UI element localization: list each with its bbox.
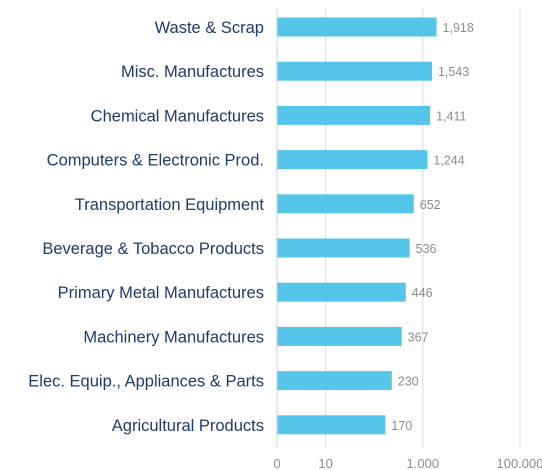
bar <box>277 150 428 170</box>
value-label: 536 <box>416 242 437 256</box>
value-label: 1,411 <box>436 109 466 123</box>
value-label: 170 <box>391 419 412 433</box>
category-labels: Waste & Scrap Misc. Manufactures Chemical … <box>28 19 264 435</box>
category-label: Beverage & Tobacco Products <box>42 240 264 258</box>
x-tick-label: 100.000 <box>497 456 542 470</box>
bars <box>277 17 437 435</box>
bar <box>277 371 392 391</box>
bar <box>277 282 406 302</box>
category-label: Transportation Equipment <box>75 196 265 214</box>
value-label: 1,244 <box>433 154 464 168</box>
category-label: Misc. Manufactures <box>121 63 264 81</box>
x-tick-label: 10 <box>318 456 332 470</box>
value-label: 652 <box>420 198 441 212</box>
category-label: Agricultural Products <box>112 417 264 435</box>
category-label: Waste & Scrap <box>155 19 264 37</box>
category-label: Chemical Manufactures <box>91 107 264 125</box>
bar <box>277 326 402 346</box>
value-label: 367 <box>408 330 429 344</box>
value-label: 230 <box>398 375 419 389</box>
bar <box>277 17 437 37</box>
bar <box>277 238 410 258</box>
x-tick-label: 1.000 <box>407 456 440 470</box>
category-label: Elec. Equip., Appliances & Parts <box>28 373 264 391</box>
value-label: 1,918 <box>443 21 474 35</box>
bar <box>277 61 432 81</box>
value-label: 1,543 <box>438 65 469 79</box>
value-label: 446 <box>412 286 433 300</box>
category-label: Computers & Electronic Prod. <box>47 152 264 170</box>
x-tick-label: 0 <box>273 456 280 470</box>
x-axis-tick-labels: 0 10 1.000 100.000 <box>273 456 542 470</box>
category-label: Machinery Manufactures <box>83 328 264 346</box>
bar <box>277 415 386 435</box>
bar <box>277 194 414 214</box>
bar <box>277 105 431 125</box>
category-label: Primary Metal Manufactures <box>58 284 264 302</box>
value-labels: 1,918 1,543 1,411 1,244 652 536 446 367 230 170 <box>391 21 473 433</box>
